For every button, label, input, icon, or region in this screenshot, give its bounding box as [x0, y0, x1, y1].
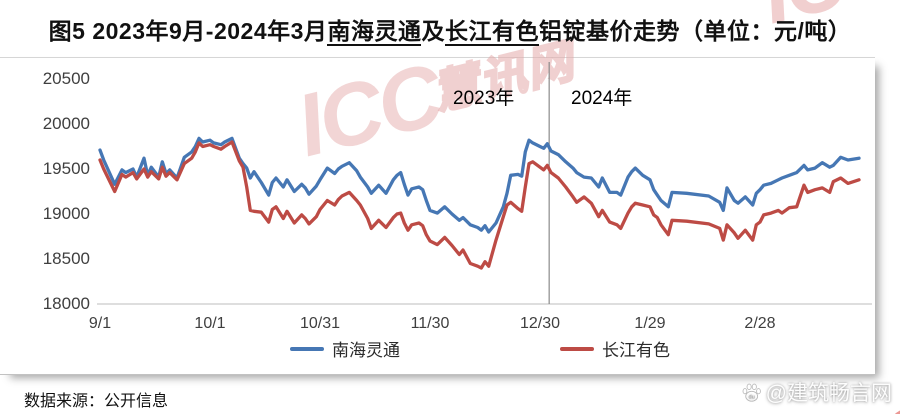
- legend-swatch-blue: [290, 346, 324, 351]
- photo-credit-text: @建筑畅言网: [765, 382, 892, 405]
- photo-credit-watermark: du @建筑畅言网: [741, 377, 892, 407]
- title-suffix: 铝锭基价走势（单位：元/吨）: [538, 18, 852, 44]
- x-tick-label: 10/31: [299, 315, 341, 332]
- year-label-2023: 2023年: [453, 88, 515, 109]
- title-mid: 及: [421, 18, 445, 44]
- series-line-changjiang: [98, 140, 861, 270]
- page-title: 图5 2023年9月-2024年3月南海灵通及长江有色铝锭基价走势（单位：元/吨…: [0, 12, 900, 46]
- y-tick-label: 20500: [42, 69, 90, 88]
- baidu-paw-icon: du: [742, 383, 761, 402]
- legend-item-changjiang: 长江有色: [560, 336, 670, 361]
- legend-label-nanhai: 南海灵通: [332, 341, 400, 360]
- svg-text:du: du: [748, 394, 754, 400]
- data-source-note: 数据来源：公开信息: [24, 393, 169, 410]
- title-series2-underlined: 长江有色: [444, 18, 539, 46]
- x-tick-label: 1/29: [634, 315, 666, 332]
- legend-item-nanhai: 南海灵通: [290, 336, 400, 361]
- x-tick-label: 10/1: [194, 315, 226, 332]
- legend-swatch-red: [560, 346, 594, 351]
- x-tick-label: 11/30: [410, 315, 450, 332]
- y-tick-label: 18500: [42, 249, 90, 268]
- year-label-2024: 2024年: [571, 88, 633, 109]
- x-tick-label: 9/1: [88, 315, 112, 332]
- title-prefix: 图5 2023年9月-2024年3月: [48, 18, 328, 44]
- x-tick-label: 12/30: [519, 315, 561, 332]
- y-tick-label: 20000: [42, 114, 90, 133]
- y-tick-label: 19500: [42, 159, 90, 178]
- y-tick-label: 19000: [42, 204, 90, 223]
- series-line-nanhai: [98, 136, 861, 234]
- x-tick-label: 2/28: [744, 315, 776, 332]
- legend-label-changjiang: 长江有色: [602, 341, 670, 360]
- legend: 南海灵通 长江有色: [0, 336, 900, 360]
- y-tick-label: 18000: [42, 294, 90, 313]
- chart-card: [0, 57, 875, 375]
- title-series1-underlined: 南海灵通: [327, 18, 422, 46]
